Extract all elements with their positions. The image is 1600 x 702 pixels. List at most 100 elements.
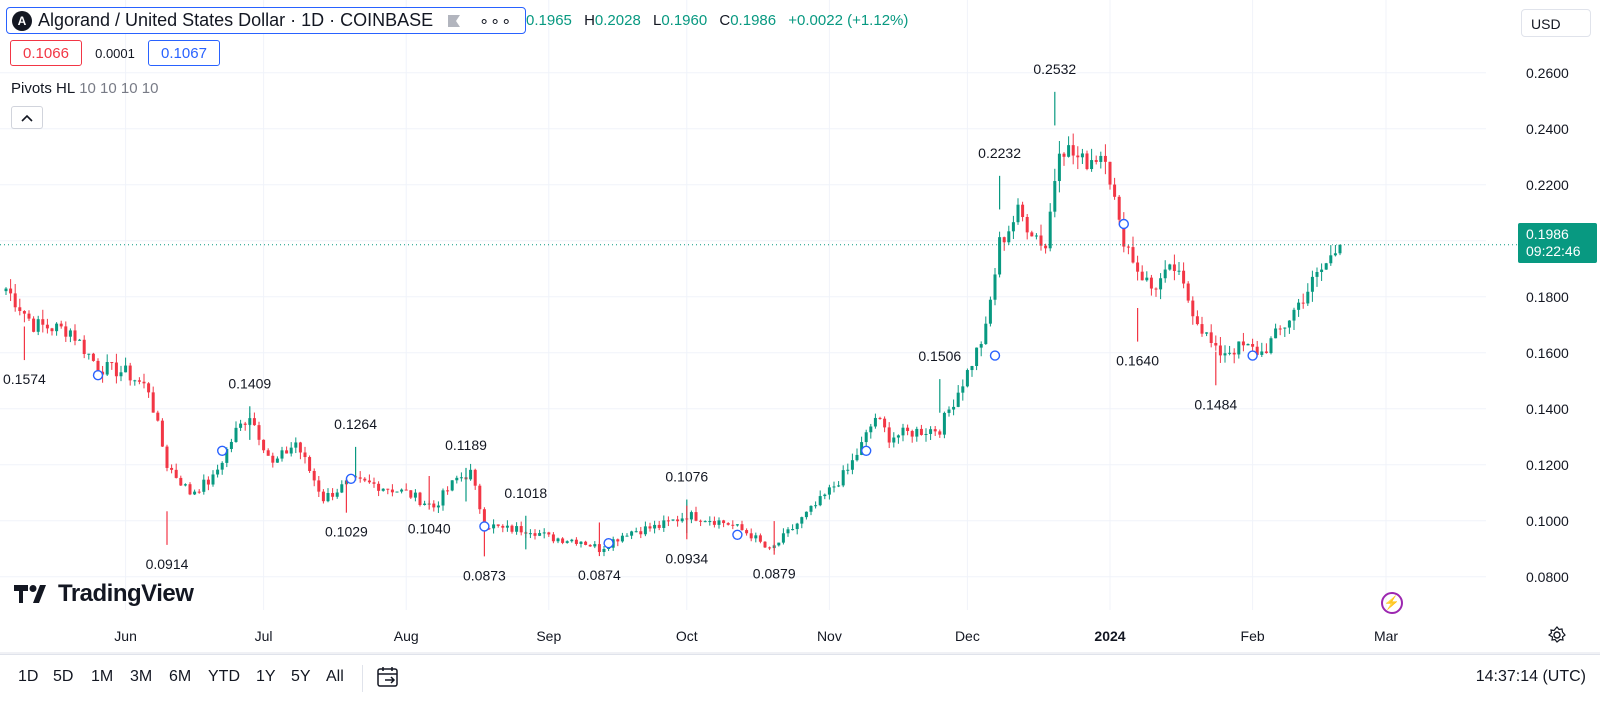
candle-body [818,496,822,506]
candle-body [919,428,923,435]
range-1m[interactable]: 1M [91,668,114,685]
candle-body [446,490,450,492]
candle-body [717,520,721,525]
range-5d[interactable]: 5D [53,668,74,685]
candle-body [827,487,831,495]
candle-body [528,533,532,535]
candle-body [363,478,367,481]
range-1y[interactable]: 1Y [256,668,276,685]
candle-body [565,541,569,543]
price-chart[interactable]: 0.26000.24000.22000.20000.18000.16000.14… [0,0,1600,654]
candle-body [1149,277,1153,289]
candle-body [27,313,31,319]
candle-body [13,293,17,308]
chevron-up-icon [21,114,33,122]
candle-body [1136,262,1140,272]
symbol-header[interactable]: A Algorand / United States Dollar · 1D ·… [6,7,526,34]
candle-body [547,532,551,535]
candle-body [206,479,210,485]
candle-body [671,519,675,521]
sell-button[interactable]: 0.1066 [10,40,82,66]
candle-body [1287,320,1291,328]
flag-icon[interactable] [447,14,461,28]
candle-body [938,431,942,435]
range-1d[interactable]: 1D [18,668,39,685]
tradingview-logo[interactable]: TradingView [14,580,194,608]
collapse-legend-button[interactable] [11,106,43,129]
indicator-legend[interactable]: Pivots HL 10 10 10 10 [11,80,158,97]
candle-body [317,480,321,492]
range-ytd[interactable]: YTD [208,668,240,685]
candle-body [998,237,1002,275]
pivot-label: 0.1574 [3,371,46,387]
candle-body [137,380,141,382]
last-price-tag: 0.1986 09:22:46 [1518,223,1597,263]
range-all[interactable]: All [326,668,344,685]
low-label: L [652,12,662,29]
candle-body [1172,264,1176,271]
candle-body [933,429,937,432]
candle-body [367,480,371,483]
candle-body [78,339,82,341]
candle-body [910,431,914,437]
candle-body [791,529,795,531]
candle-body [814,505,818,507]
pivot-label: 0.1484 [1194,396,1237,412]
candle-body [450,480,454,491]
range-3m[interactable]: 3M [130,668,153,685]
candle-body [1315,271,1319,277]
candle-body [1113,184,1117,197]
candle-body [50,328,54,332]
utc-clock[interactable]: 14:37:14 (UTC) [1475,668,1586,685]
x-tick-label: Jul [255,628,273,644]
pivot-label: 0.1506 [918,348,961,364]
candle-body [1209,332,1213,343]
date-range-calendar-icon[interactable] [376,665,400,689]
candle-body [298,442,302,453]
candle-body [234,427,238,442]
candle-body [128,365,132,381]
x-tick-label: Mar [1374,628,1398,644]
y-tick-label: 0.0800 [1526,569,1569,585]
range-5y[interactable]: 5Y [291,668,311,685]
high-label: H [584,12,595,29]
range-6m[interactable]: 6M [169,668,192,685]
lightning-icon[interactable]: ⚡ [1381,592,1403,614]
candle-body [87,353,91,355]
candle-body [625,535,629,537]
candle-body [193,491,197,495]
candle-body [289,447,293,454]
event-marker [92,370,104,381]
candle-body [9,288,13,294]
candle-body [1007,231,1011,243]
buy-button[interactable]: 0.1067 [148,40,220,66]
candle-body [1333,253,1337,256]
candle-body [409,490,413,498]
candle-body [878,417,882,419]
candle-body [1255,346,1259,355]
more-options-icon[interactable]: ∘∘∘ [479,12,513,30]
candle-body [837,485,841,487]
candle-body [593,544,597,547]
candle-body [1269,338,1273,354]
candle-body [174,469,178,478]
candle-body [91,353,95,361]
candle-body [680,518,684,522]
pivot-label: 0.1018 [504,485,547,501]
candle-body [308,457,312,471]
spread-value: 0.0001 [95,45,135,61]
candle-body [1122,219,1126,247]
candle-body [873,417,877,427]
candle-body [381,488,385,491]
candle-body [975,347,979,367]
currency-selector[interactable]: USD [1521,9,1591,37]
candle-body [1025,217,1029,233]
bar-countdown: 09:22:46 [1526,243,1581,259]
candle-body [510,525,514,532]
event-marker [216,445,228,456]
candle-body [1186,283,1190,301]
candle-body [386,488,390,490]
candle-body [1159,278,1163,290]
candle-body [648,526,652,529]
settings-gear-icon[interactable] [1548,626,1566,644]
